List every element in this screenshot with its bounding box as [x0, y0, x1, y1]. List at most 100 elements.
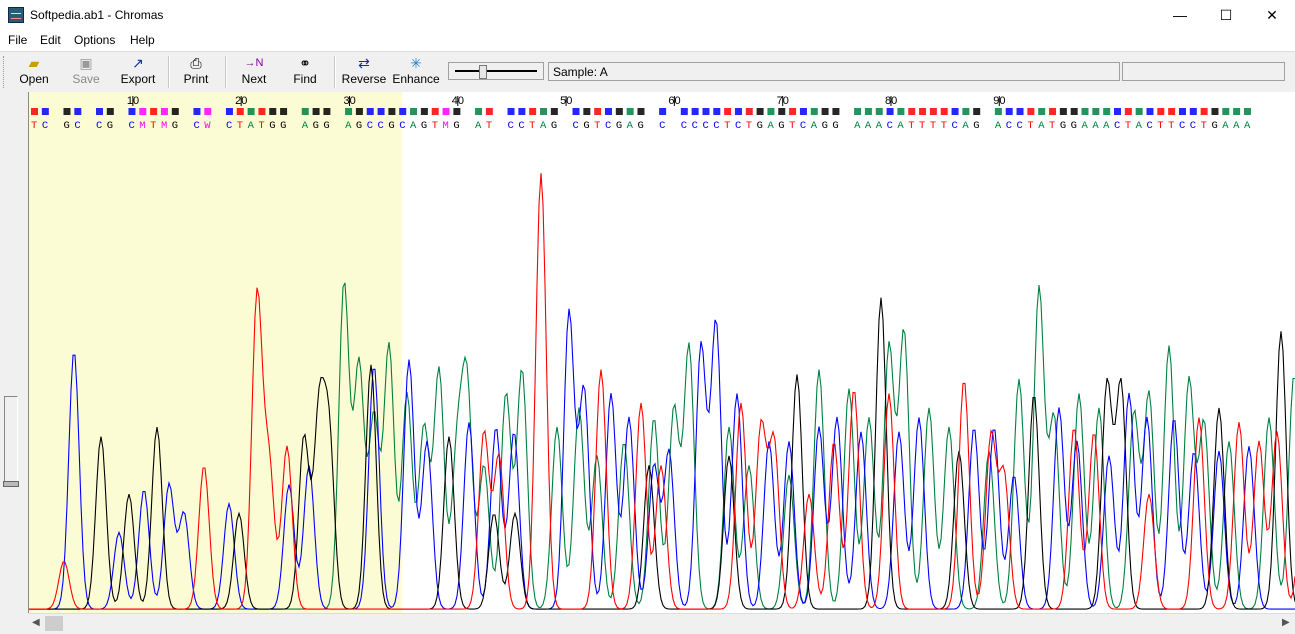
zoom-slider[interactable]: [448, 62, 544, 80]
quality-bar: [734, 108, 742, 115]
quality-bar: [659, 108, 667, 115]
quality-bar: [106, 108, 114, 115]
quality-bar: [962, 108, 970, 115]
quality-bar: [875, 108, 883, 115]
base-call: G: [973, 120, 979, 132]
reverse-button[interactable]: ⇄ Reverse: [341, 54, 387, 90]
base-call: A: [1244, 120, 1251, 132]
base-call: T: [31, 120, 37, 132]
quality-bar: [1168, 108, 1176, 115]
zoom-slider-track: [455, 70, 537, 72]
next-ambiguity-icon: →N: [244, 57, 264, 69]
base-call: C: [193, 120, 199, 132]
base-call: A: [345, 120, 352, 132]
vertical-scale-slider[interactable]: [3, 396, 19, 487]
horizontal-scrollbar[interactable]: ◀ ▶: [28, 613, 1295, 634]
quality-bar: [886, 108, 894, 115]
base-call: A: [302, 120, 309, 132]
maximize-button[interactable]: ☐: [1219, 7, 1233, 23]
base-call: A: [1038, 120, 1045, 132]
quality-bar: [31, 108, 38, 115]
quality-bar: [128, 108, 136, 115]
quality-bar: [626, 108, 634, 115]
save-label: Save: [72, 72, 100, 86]
quality-bar: [908, 108, 916, 115]
menu-file[interactable]: File: [8, 33, 28, 47]
quality-bar: [420, 108, 428, 115]
quality-bar: [377, 108, 385, 115]
base-call: C: [226, 120, 232, 132]
quality-bar: [193, 108, 201, 115]
base-call: T: [486, 120, 492, 132]
base-call: C: [1006, 120, 1012, 132]
chromatogram-chart[interactable]: 10 20 30 40 50 60 70 80 90T C G C C G C M T M G C W C T A T G G A G G…: [29, 92, 1295, 613]
quality-bar: [258, 108, 266, 115]
base-call: G: [269, 120, 275, 132]
quality-bar: [604, 108, 612, 115]
base-call: T: [930, 120, 936, 132]
base-call: C: [659, 120, 665, 132]
scroll-thumb[interactable]: [45, 616, 63, 631]
base-call: T: [594, 120, 600, 132]
base-call: T: [919, 120, 925, 132]
quality-bar: [1005, 108, 1013, 115]
enhance-button[interactable]: ✳ Enhance: [391, 54, 441, 90]
next-button[interactable]: →N Next: [236, 54, 272, 90]
toolbar-grip[interactable]: [3, 56, 7, 88]
quality-bar: [1124, 108, 1132, 115]
zoom-slider-thumb[interactable]: [479, 65, 487, 79]
quality-bar: [1059, 108, 1067, 115]
quality-bar: [1135, 108, 1143, 115]
export-arrow-icon: ↗: [132, 55, 144, 71]
menu-bar: File Edit Options Help: [0, 31, 1295, 51]
sample-name-field: Sample: A: [548, 62, 1120, 81]
base-call: C: [367, 120, 373, 132]
quality-bar: [1146, 108, 1154, 115]
quality-bar: [410, 108, 418, 115]
quality-bar: [1070, 108, 1078, 115]
menu-options[interactable]: Options: [74, 33, 116, 47]
minimize-button[interactable]: —: [1173, 7, 1187, 23]
save-button[interactable]: ▣ Save: [66, 54, 106, 90]
find-button[interactable]: ⚭ Find: [288, 54, 322, 90]
next-label: Next: [241, 72, 267, 86]
base-call: T: [941, 120, 947, 132]
print-button[interactable]: ⎙ Print: [177, 54, 215, 90]
base-call: T: [258, 120, 264, 132]
close-button[interactable]: ✕: [1266, 7, 1278, 23]
scroll-left-icon[interactable]: ◀: [32, 617, 40, 628]
reverse-arrows-icon: ⇄: [358, 55, 370, 71]
base-call: M: [139, 120, 145, 132]
open-button[interactable]: ▰ Open: [14, 54, 54, 90]
quality-bar: [475, 108, 483, 115]
quality-bar: [247, 108, 255, 115]
base-call: T: [150, 120, 156, 132]
quality-bar: [485, 108, 493, 115]
export-button[interactable]: ↗ Export: [117, 54, 159, 90]
printer-icon: ⎙: [190, 55, 202, 71]
base-call: C: [74, 120, 80, 132]
base-call: A: [897, 120, 904, 132]
floppy-disk-icon: ▣: [79, 55, 93, 71]
base-call: A: [1103, 120, 1110, 132]
base-call: C: [681, 120, 687, 132]
base-call: G: [280, 120, 286, 132]
menu-help[interactable]: Help: [130, 33, 155, 47]
status-field: [1122, 62, 1285, 81]
quality-bar: [355, 108, 363, 115]
vertical-scale-panel: [0, 92, 28, 633]
window-title: Softpedia.ab1 - Chromas: [30, 8, 164, 22]
quality-bar: [160, 108, 168, 115]
quality-bar: [897, 108, 905, 115]
chromas-app-icon: [8, 7, 24, 23]
quality-bar: [312, 108, 320, 115]
menu-edit[interactable]: Edit: [40, 33, 61, 47]
quality-bar: [1178, 108, 1186, 115]
base-call: G: [421, 120, 427, 132]
chromatogram-panel[interactable]: 10 20 30 40 50 60 70 80 90 T C G C C G C M T M G C W C T A T G G A G G…: [28, 92, 1295, 613]
base-call: A: [410, 120, 417, 132]
base-call: G: [832, 120, 838, 132]
open-label: Open: [19, 72, 49, 86]
quality-bar: [756, 108, 764, 115]
scroll-right-icon[interactable]: ▶: [1282, 617, 1290, 628]
